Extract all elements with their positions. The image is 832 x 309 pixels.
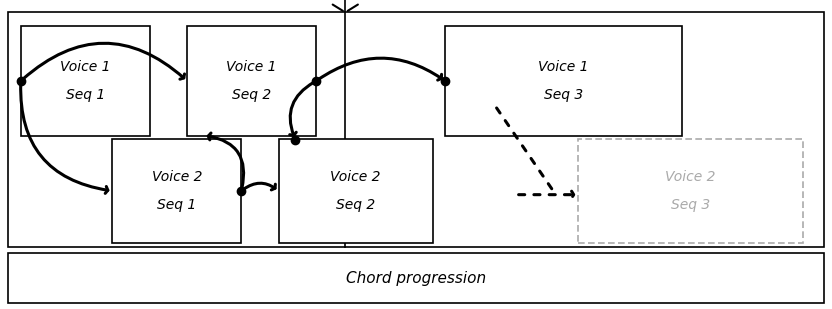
Text: Chord progression: Chord progression — [346, 271, 486, 286]
Text: Voice 1: Voice 1 — [226, 60, 277, 74]
FancyBboxPatch shape — [8, 12, 824, 247]
FancyBboxPatch shape — [187, 26, 316, 136]
FancyBboxPatch shape — [445, 26, 682, 136]
Text: Seq 3: Seq 3 — [544, 88, 583, 102]
Text: Voice 1: Voice 1 — [538, 60, 589, 74]
Text: Seq 2: Seq 2 — [232, 88, 271, 102]
FancyBboxPatch shape — [21, 26, 150, 136]
Text: Seq 1: Seq 1 — [157, 198, 196, 212]
Text: Voice 2: Voice 2 — [666, 170, 716, 184]
FancyBboxPatch shape — [112, 139, 241, 243]
Text: Seq 1: Seq 1 — [66, 88, 105, 102]
FancyBboxPatch shape — [279, 139, 433, 243]
Text: Seq 2: Seq 2 — [336, 198, 375, 212]
Text: Seq 3: Seq 3 — [671, 198, 711, 212]
Text: Voice 2: Voice 2 — [151, 170, 202, 184]
FancyBboxPatch shape — [578, 139, 803, 243]
Text: Voice 2: Voice 2 — [330, 170, 381, 184]
Text: Voice 1: Voice 1 — [60, 60, 111, 74]
FancyBboxPatch shape — [8, 253, 824, 303]
